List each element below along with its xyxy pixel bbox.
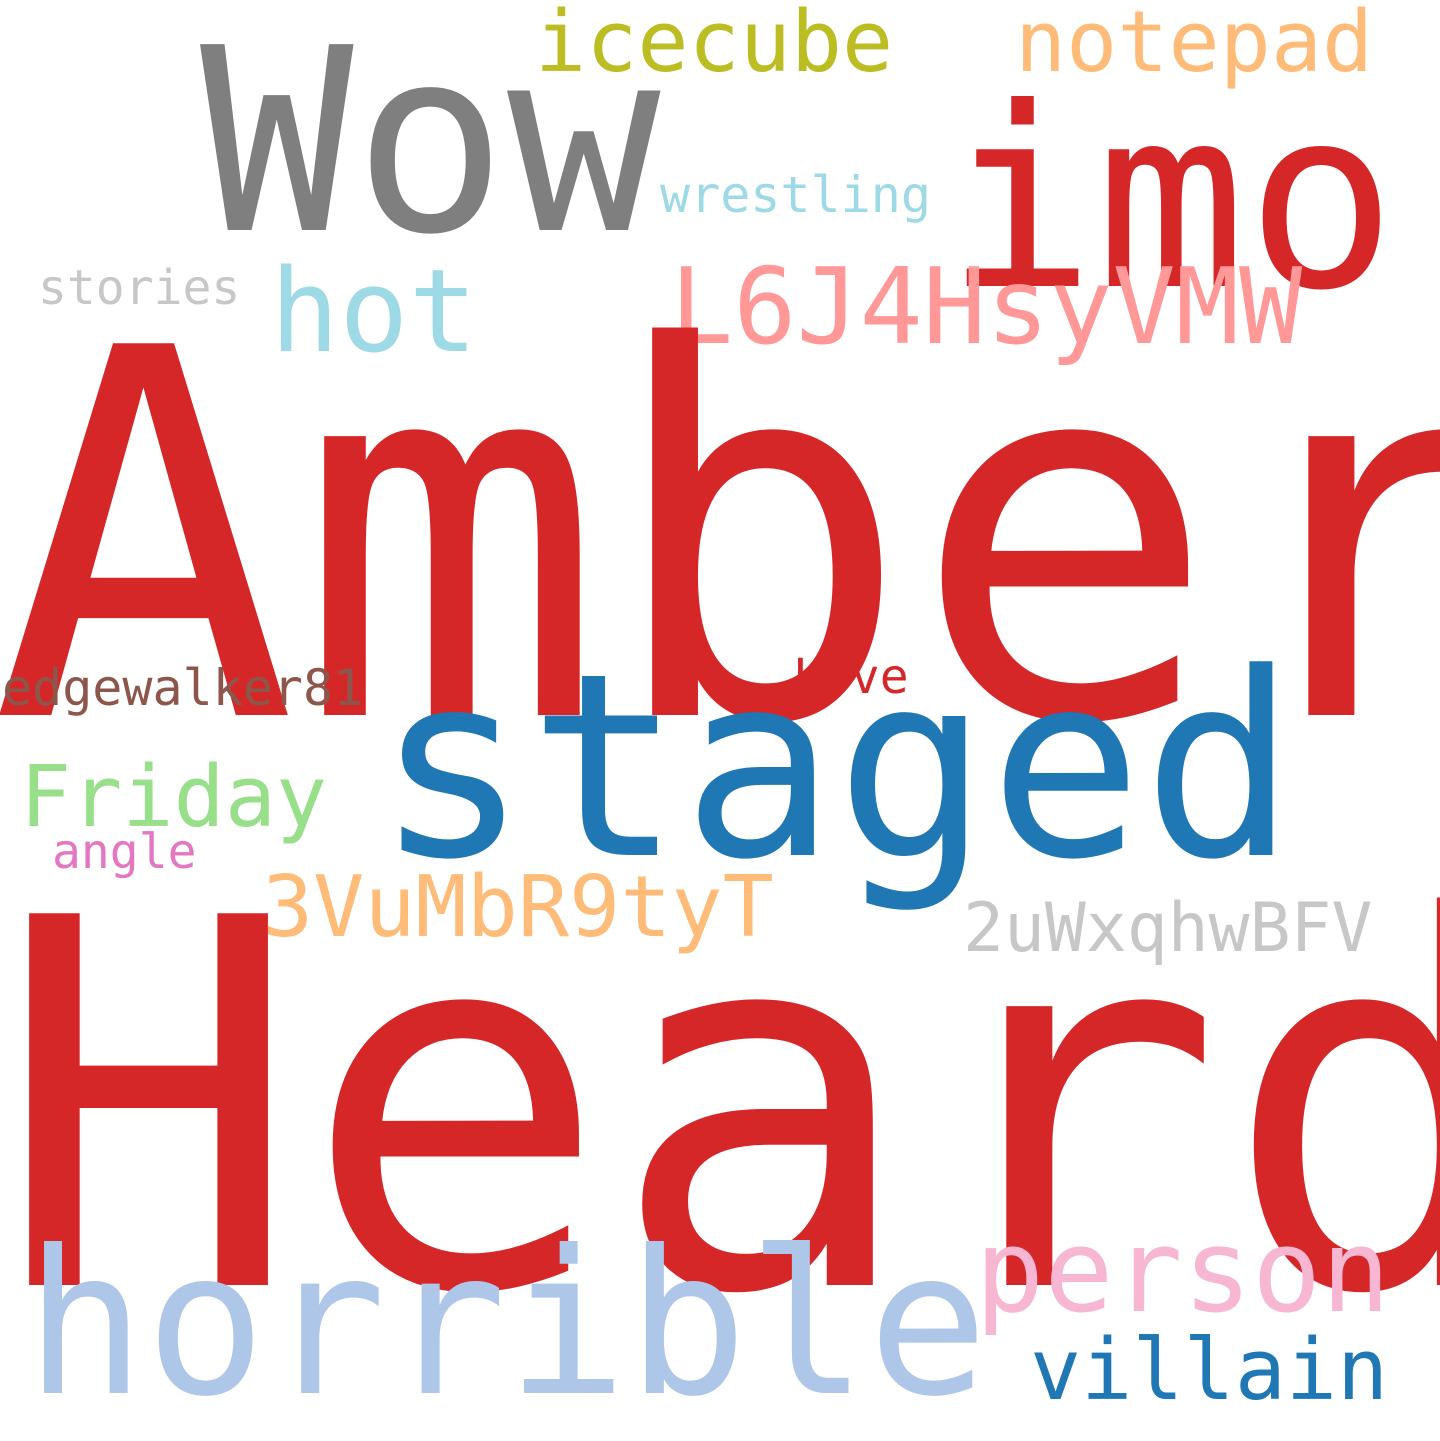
word-amber: Amber — [0, 243, 1440, 836]
word-wrestling: wrestling — [660, 166, 931, 224]
word-horrible: horrible — [25, 1208, 989, 1441]
word-wow: Wow — [200, 0, 661, 291]
word-notepad: notepad — [1015, 0, 1374, 92]
word-heard: Heard — [0, 813, 1440, 1406]
word-l6j4hsyvmw: L6J4HsyVMW — [670, 246, 1303, 368]
word-hot: hot — [270, 245, 478, 379]
word-3vumbr9tyt: 3VuMbR9tyT — [262, 858, 774, 957]
word-angle: angle — [52, 824, 197, 880]
word-love: Love — [793, 649, 909, 705]
word-2uwxqhwbfv: 2uWxqhwBFV — [963, 889, 1373, 968]
word-villain: villain — [1030, 1321, 1389, 1420]
word-imo: imo — [945, 54, 1397, 345]
word-icecube: icecube — [535, 0, 894, 92]
word-staged: staged — [375, 619, 1297, 916]
word-person: person — [975, 1205, 1391, 1339]
word-friday: Friday — [20, 748, 328, 847]
word-edgewalker81: edgewalker81 — [2, 659, 364, 717]
word-stories: stories — [38, 260, 241, 316]
